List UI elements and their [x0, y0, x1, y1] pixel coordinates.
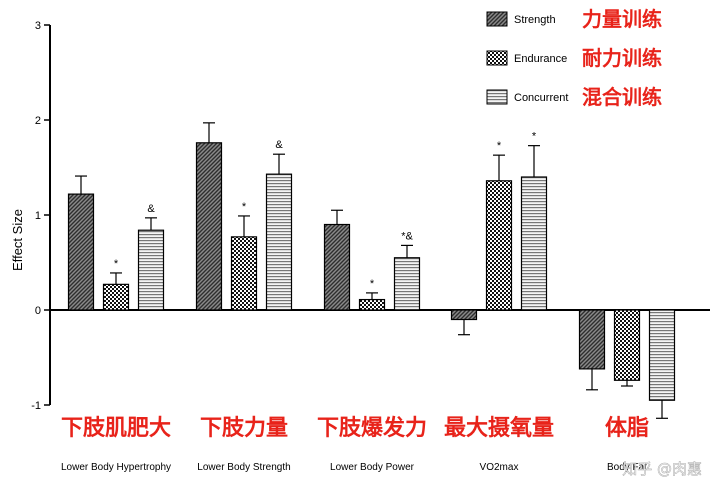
category-label-cn: 体脂 [605, 415, 649, 441]
legend-label-cn: 混合训练 [582, 85, 662, 109]
watermark: 知乎 @肉惠 [622, 460, 702, 478]
category-label: VO2max [480, 462, 519, 473]
series-strength [67, 122, 606, 391]
legend-label: Endurance [514, 53, 567, 65]
legend-swatch [486, 50, 508, 66]
y-axis: -1 0 1 2 3 [31, 20, 710, 412]
significance-mark: * [532, 131, 537, 143]
legend-label-cn: 耐力训练 [582, 46, 662, 70]
y-tick-label: 2 [35, 115, 41, 127]
legend-label: Concurrent [514, 92, 568, 104]
category-label: Body Fat [607, 462, 647, 473]
bar [137, 229, 165, 311]
significance-mark: & [275, 139, 283, 151]
category-label: Lower Body Hypertrophy [61, 462, 171, 473]
bar [450, 309, 478, 321]
legend-label: Strength [514, 14, 556, 26]
bar [358, 298, 386, 311]
significance-mark: * [242, 201, 247, 213]
y-tick-label: -1 [31, 400, 41, 412]
bar [485, 180, 513, 311]
y-tick-label: 0 [35, 305, 41, 317]
bar [613, 309, 641, 381]
series-endurance: * * * * [102, 140, 641, 387]
legend: Strength 力量训练 Endurance 耐力训练 Concurrent 混合训练 [486, 7, 662, 109]
series-concurrent: & & *& * [137, 131, 676, 419]
category-label-cn: 下肢爆发力 [317, 415, 427, 441]
significance-mark: * [114, 258, 119, 270]
category-label-cn: 最大摄氧量 [444, 416, 554, 441]
bar [323, 223, 351, 311]
bar [648, 309, 676, 401]
bar [102, 283, 130, 311]
bar [520, 176, 548, 311]
bar [578, 309, 606, 370]
bar [195, 142, 223, 311]
legend-label-cn: 力量训练 [582, 7, 662, 31]
category-labels: Lower Body Hypertrophy 下肢肌肥大 Lower Body St… [61, 415, 649, 473]
category-label: Lower Body Power [330, 462, 415, 473]
bar [67, 193, 95, 311]
bar [265, 173, 293, 311]
significance-mark: * [497, 140, 502, 152]
bar [230, 236, 258, 311]
significance-mark: & [147, 203, 155, 215]
significance-mark: *& [401, 230, 413, 242]
y-tick-label: 1 [35, 210, 41, 222]
category-label-cn: 下肢肌肥大 [61, 416, 171, 441]
category-label: Lower Body Strength [197, 462, 290, 473]
legend-swatch [486, 11, 508, 27]
y-axis-label: Effect Size [10, 209, 25, 271]
category-label-cn: 下肢力量 [200, 416, 288, 441]
bar [393, 257, 421, 311]
y-tick-label: 3 [35, 20, 41, 32]
bars: ****&&*&* [67, 122, 676, 419]
significance-mark: * [370, 278, 375, 290]
legend-swatch [486, 89, 508, 105]
